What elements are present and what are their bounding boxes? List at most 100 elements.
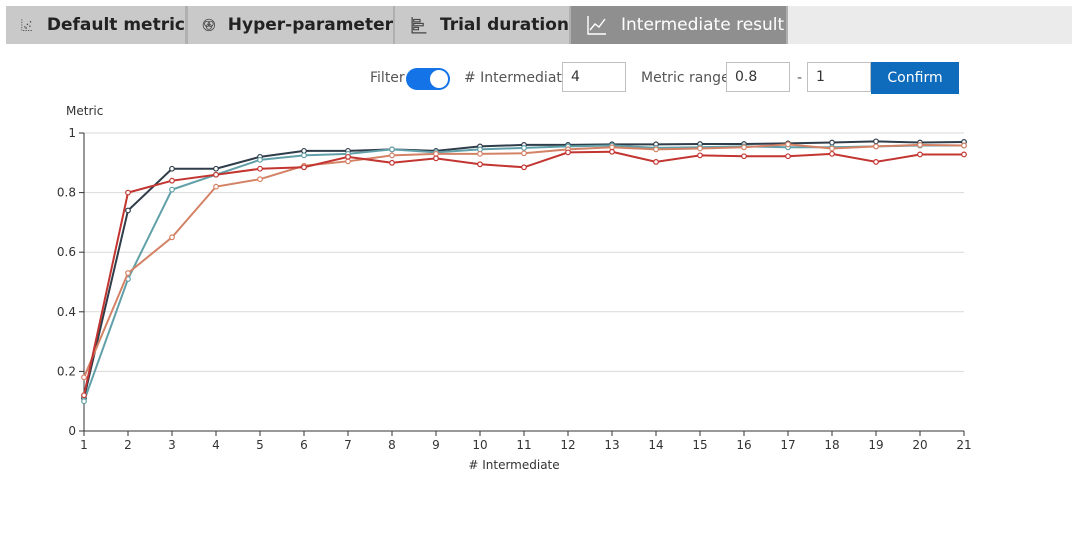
y-tick-label: 0.2	[57, 364, 76, 378]
series-2-point	[697, 145, 703, 152]
series-2-point	[653, 146, 659, 153]
series-0-point	[213, 165, 219, 172]
y-axis-label: Metric	[66, 104, 103, 118]
metric-range-label: Metric range	[641, 70, 730, 86]
x-tick-label: 13	[604, 438, 619, 452]
series-2-point	[389, 152, 395, 159]
filter-label: Filter	[370, 70, 405, 86]
x-tick-label: 21	[956, 438, 971, 452]
x-tick-label: 4	[212, 438, 220, 452]
series-3-point	[653, 159, 659, 165]
x-tick-label: 1	[80, 438, 88, 452]
x-tick-label: 8	[388, 438, 396, 452]
series-3-point	[961, 151, 967, 158]
series-3-point	[477, 161, 483, 168]
series-3-point	[257, 165, 263, 172]
tab-trial-duration[interactable]: Trial duration	[395, 6, 569, 44]
tab-label: Default metric	[46, 15, 185, 35]
x-tick-label: 2	[124, 438, 132, 452]
line-chart-icon	[587, 16, 606, 35]
filter-toggle[interactable]	[406, 68, 450, 90]
range-min-input[interactable]: 0.8	[726, 62, 790, 92]
y-tick-label: 0	[68, 424, 76, 438]
series-3-point	[609, 148, 615, 155]
series-3-point	[741, 153, 747, 160]
x-tick-label: 6	[300, 438, 308, 452]
venn-circles-icon	[202, 18, 216, 32]
series-2-point	[257, 176, 263, 183]
scatter-chart-icon	[21, 19, 33, 31]
x-tick-label: 17	[780, 438, 795, 452]
x-tick-label: 3	[168, 438, 176, 452]
series-0-point	[873, 138, 879, 145]
tab-label: Trial duration	[439, 15, 569, 35]
series-3-point	[873, 159, 879, 165]
confirm-button[interactable]: Confirm	[871, 62, 959, 94]
series-3-point	[565, 149, 571, 156]
x-tick-label: 16	[736, 438, 751, 452]
tab-bar: Default metric Hyper-parameter Trial dur…	[6, 6, 1072, 44]
x-tick-label: 9	[432, 438, 440, 452]
toggle-knob	[430, 70, 448, 88]
series-3-point	[829, 150, 835, 157]
series-3-point	[521, 164, 527, 171]
tab-bar-spacer	[788, 6, 1072, 44]
series-2-point	[917, 142, 923, 148]
series-3-point	[169, 177, 175, 184]
y-tick-label: 0.4	[57, 305, 76, 319]
intermediate-input[interactable]: 4	[562, 62, 626, 92]
series-line-0	[83, 140, 965, 399]
series-2-point	[741, 144, 747, 151]
y-tick-label: 0.8	[57, 186, 76, 200]
range-separator: -	[797, 70, 803, 86]
series-3-point	[389, 159, 395, 166]
y-tick-label: 1	[68, 126, 76, 140]
series-1-point	[389, 146, 395, 153]
series-line-2	[83, 143, 965, 378]
series-3-point	[917, 151, 923, 158]
horizontal-bar-chart-icon	[411, 17, 427, 34]
tab-label: Hyper-parameter	[227, 15, 393, 35]
series-0-point	[169, 165, 175, 172]
x-tick-label: 10	[472, 438, 487, 452]
x-tick-label: 15	[692, 438, 707, 452]
x-tick-label: 5	[256, 438, 264, 452]
x-tick-label: 11	[516, 438, 531, 452]
series-1-point	[257, 156, 263, 163]
series-2-point	[169, 234, 175, 241]
x-tick-label: 7	[344, 438, 352, 452]
series-2-point	[81, 374, 87, 381]
series-2-point	[213, 183, 219, 190]
series-1-point	[169, 186, 175, 193]
x-tick-label: 20	[912, 438, 927, 452]
series-2-point	[829, 145, 835, 152]
tab-default-metric[interactable]: Default metric	[6, 6, 185, 44]
x-tick-label: 19	[868, 438, 883, 452]
series-1-point	[301, 152, 307, 159]
series-3-point	[433, 155, 439, 162]
app-frame: Default metric Hyper-parameter Trial dur…	[6, 6, 1072, 478]
x-tick-label: 14	[648, 438, 663, 452]
tab-intermediate-result[interactable]: Intermediate result	[571, 6, 786, 44]
series-3-point	[125, 189, 131, 196]
y-tick-label: 0.6	[57, 245, 76, 259]
series-3-point	[345, 153, 351, 160]
intermediate-label: # Intermediate	[464, 70, 571, 86]
series-3-point	[301, 164, 307, 171]
range-max-input[interactable]: 1	[807, 62, 871, 92]
controls-bar: Filter # Intermediate 4 Metric range 0.8…	[6, 62, 1072, 96]
series-2-point	[873, 143, 879, 150]
series-3-point	[697, 152, 703, 159]
tab-hyper-parameter[interactable]: Hyper-parameter	[188, 6, 393, 44]
series-3-point	[785, 153, 791, 160]
x-tick-label: 18	[824, 438, 839, 452]
series-3-point	[81, 392, 87, 399]
series-2-point	[785, 141, 791, 148]
series-3-point	[213, 171, 219, 178]
series-0-point	[125, 207, 131, 214]
x-axis-label: # Intermediate	[468, 458, 559, 472]
series-2-point	[961, 142, 967, 149]
x-tick-label: 12	[560, 438, 575, 452]
series-1-point	[521, 144, 527, 151]
